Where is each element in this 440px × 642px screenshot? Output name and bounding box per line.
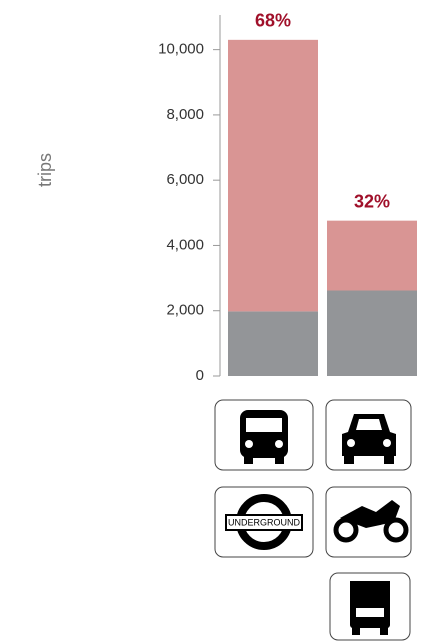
y-tick-label: 8,000 [166, 106, 204, 123]
bar-segment [228, 39, 318, 312]
roundel-bar [225, 514, 303, 531]
y-tick-label: 10,000 [158, 41, 204, 58]
bar-segment [327, 290, 417, 376]
y-tick-label: 4,000 [166, 236, 204, 253]
motorcycle-icon [333, 500, 409, 543]
icon-text: UNDERGROUND [228, 517, 301, 527]
data-label: 68% [255, 11, 291, 31]
y-tick-label: 0 [196, 367, 204, 384]
y-tick-label: 6,000 [166, 171, 204, 188]
bar-segment [327, 220, 417, 291]
icons: UNDERGROUND [214, 399, 412, 641]
car-icon [342, 414, 396, 464]
data-label: 32% [354, 191, 390, 211]
truck-icon [350, 581, 390, 635]
bus-icon [240, 410, 288, 464]
bar-segment [228, 311, 318, 376]
y-tick-label: 2,000 [166, 302, 204, 319]
y-axis-label: trips [35, 153, 55, 187]
